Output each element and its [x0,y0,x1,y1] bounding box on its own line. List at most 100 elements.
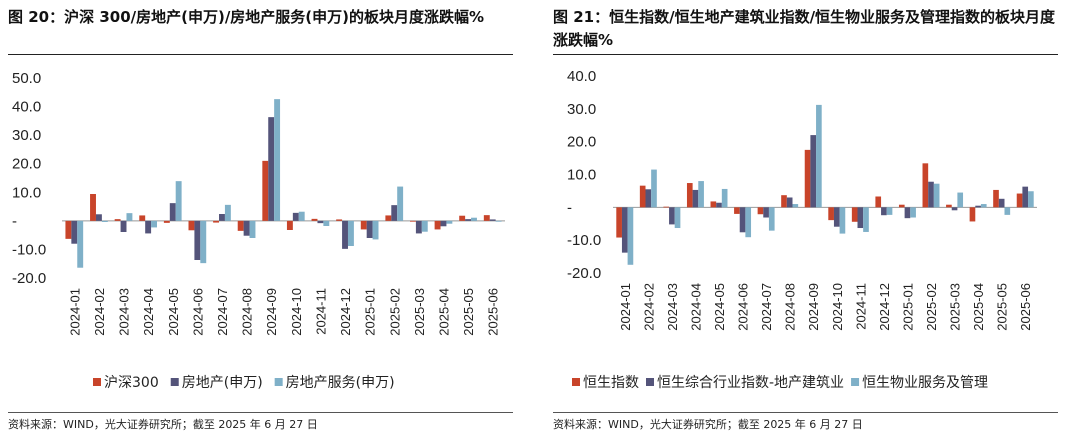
y-tick-label: -10.0 [12,241,46,258]
y-tick-label: -20.0 [12,270,46,287]
x-tick-label: 2024-01 [618,283,633,331]
bar-2 [145,220,152,234]
bar-2 [692,189,699,208]
x-tick-label: 2024-08 [783,283,798,331]
x-tick-label: 2024-08 [240,288,255,336]
bar-3 [323,220,330,226]
bar-1 [262,160,269,221]
bar-3 [980,204,987,208]
bar-1 [804,149,811,208]
bar-3 [839,207,846,234]
bar-2 [415,220,422,234]
bar-1 [1016,193,1023,208]
y-tick-label: 50.0 [12,70,41,87]
legend-label: 恒生综合行业指数-地产建筑业 [657,375,844,391]
y-axis-ticks: 40.0 30.0 20.0 10.0 - -10.0 -20.0 [567,68,601,282]
x-tick-label: 2024-06 [736,283,751,331]
bar-3 [126,213,133,221]
bar-3 [446,220,453,224]
bar-1 [710,201,717,208]
bar-3 [249,220,256,238]
bar-1 [922,163,929,208]
bar-1 [483,215,490,221]
y-tick-label: -20.0 [567,265,601,282]
bar-2 [1022,186,1029,208]
bar-1 [385,215,392,221]
bar-3 [471,217,477,221]
bar-2 [669,207,675,225]
x-tick-label: 2024-07 [215,288,230,336]
bar-1 [898,204,905,208]
bar-3 [298,211,305,221]
bar-3 [151,220,157,228]
bar-3 [347,220,354,246]
bar-3 [698,181,704,208]
x-tick-label: 2024-03 [117,288,132,336]
x-tick-label: 2024-09 [806,283,821,331]
bar-2 [440,220,447,227]
bar-2 [645,189,652,208]
bar-3 [816,104,822,208]
bars [65,99,502,268]
y-axis-ticks: 50.0 40.0 30.0 20.0 10.0 - -10.0 -20.0 [12,70,46,287]
source-divider [8,412,513,413]
source-note: 资料来源：WIND，光大证券研究所；截至 2025 年 6 月 27 日 [8,418,318,431]
bar-3 [175,181,182,221]
bar-2 [739,207,746,233]
bar-3 [495,220,502,222]
legend-swatch [646,378,654,386]
bar-3 [651,169,657,208]
x-axis-labels: 2024-01 2024-02 2024-03 2024-04 2024-05 2024-… [67,288,500,336]
x-tick-label: 2025-01 [363,288,378,336]
y-tick-label: -10.0 [567,232,601,249]
y-tick-label: 20.0 [567,134,596,151]
x-tick-label: 2024-10 [830,283,845,331]
y-tick-label: 30.0 [12,127,41,144]
y-tick-label: 40.0 [567,68,596,85]
x-tick-label: 2024-05 [166,288,181,336]
bar-3 [77,220,84,268]
bar-1 [410,220,416,222]
chart-title: 图 20：沪深 300/房地产(申万)/房地产服务(申万)的板块月度涨跌幅% [8,8,485,26]
bar-1 [757,207,764,215]
bar-3 [886,207,893,215]
legend-swatch [274,378,283,386]
bar-1 [90,194,96,221]
bar-2 [342,220,348,249]
bar-2 [169,203,176,221]
bar-3 [372,220,379,240]
bar-3 [768,207,775,231]
x-tick-label: 2025-03 [948,283,963,331]
bar-1 [65,220,72,239]
bar-3 [1004,207,1011,215]
bar-1 [969,207,976,222]
bar-3 [745,207,752,238]
chart-title: 图 21：恒生指数/恒生地产建筑业指数/恒生物业服务及管理指数的板块月度涨跌幅% [553,8,1056,49]
legend-swatch [93,378,101,386]
legend-swatch [851,378,860,386]
x-tick-label: 2024-06 [190,288,205,336]
bar-2 [71,220,78,244]
bar-2 [881,207,887,216]
bar-2 [998,198,1005,208]
bar-3 [957,192,964,208]
x-tick-label: 2025-05 [995,283,1010,331]
bar-2 [292,212,299,221]
bar-1 [286,220,293,230]
x-axis-labels: 2024-01 2024-02 2024-03 2024-04 2024-05 2024-… [618,283,1033,331]
bar-1 [639,185,646,208]
x-tick-label: 2025-05 [461,288,476,336]
bar-2 [763,207,769,218]
bar-1 [616,207,622,238]
legend-label: 沪深300 [104,375,159,391]
bar-2 [95,214,102,221]
x-tick-label: 2024-11 [313,288,328,335]
bar-2 [268,117,275,221]
bar-1 [237,220,244,231]
bar-3 [910,207,916,218]
y-tick-label: 20.0 [12,156,41,173]
x-tick-label: 2024-05 [712,283,727,331]
y-tick-label: 10.0 [12,184,41,201]
bar-2 [857,207,864,229]
